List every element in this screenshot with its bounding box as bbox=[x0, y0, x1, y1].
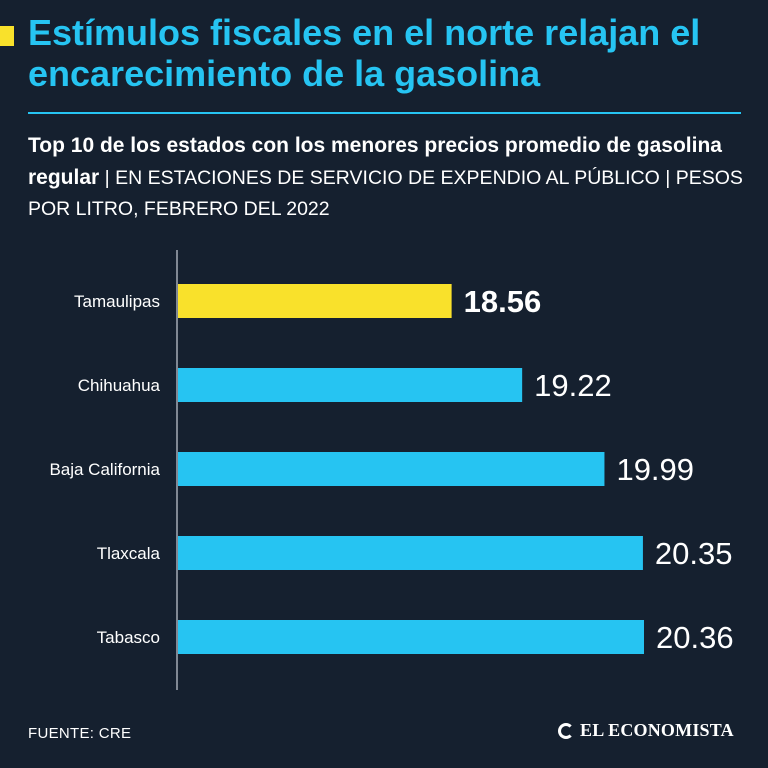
brand-logo: EL ECONOMISTA bbox=[558, 720, 734, 741]
category-label: Tabasco bbox=[97, 628, 160, 647]
data-label: 20.36 bbox=[656, 620, 734, 655]
brand-name: EL ECONOMISTA bbox=[580, 720, 734, 740]
bar bbox=[178, 452, 605, 486]
title-divider bbox=[28, 112, 741, 114]
category-label: Baja California bbox=[49, 460, 160, 479]
title-accent-bar bbox=[0, 26, 14, 46]
chart-title: Estímulos fiscales en el norte relajan e… bbox=[28, 12, 701, 94]
data-label: 20.35 bbox=[655, 536, 733, 571]
bar bbox=[178, 536, 643, 570]
subtitle-main: Top 10 de los estados con los menores pr… bbox=[28, 134, 722, 189]
chart-subtitle: Top 10 de los estados con los menores pr… bbox=[28, 130, 743, 225]
source-note: FUENTE: CRE bbox=[28, 725, 132, 742]
data-label: 18.56 bbox=[464, 284, 542, 319]
bar bbox=[178, 368, 523, 402]
bar bbox=[178, 284, 452, 318]
category-label: Tlaxcala bbox=[97, 544, 161, 563]
category-label: Chihuahua bbox=[78, 376, 161, 395]
data-label: 19.22 bbox=[534, 368, 612, 403]
data-label: 19.99 bbox=[616, 452, 694, 487]
bar bbox=[178, 620, 644, 654]
category-label: Tamaulipas bbox=[74, 292, 160, 311]
subtitle-detail: | EN ESTACIONES DE SERVICIO DE EXPENDIO … bbox=[28, 167, 743, 220]
brand-mark-icon bbox=[558, 722, 574, 739]
